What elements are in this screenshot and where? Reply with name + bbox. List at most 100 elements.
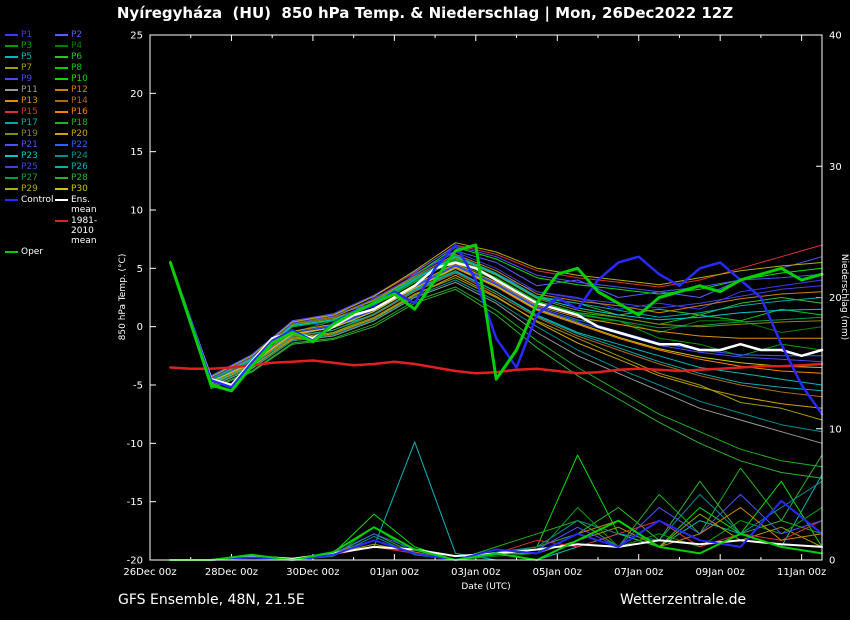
legend-item-p30: P30 — [55, 183, 119, 194]
y-tick-left-label: 10 — [130, 206, 143, 217]
x-tick-label: 30Dec 00z — [286, 567, 339, 578]
temp-line-P21 — [169, 245, 823, 377]
x-tick-label: 28Dec 00z — [205, 567, 258, 578]
x-tick-label: 03Jan 00z — [451, 567, 500, 578]
y-tick-right-label: 10 — [829, 424, 842, 435]
legend-item-p23: P23 — [5, 150, 55, 161]
legend-color-dash — [55, 220, 68, 222]
legend-color-dash — [55, 199, 68, 201]
legend-label: Control — [21, 195, 54, 205]
legend-item-p17: P17 — [5, 117, 55, 128]
temp-line-Control — [169, 243, 824, 416]
legend-item-p8: P8 — [55, 62, 119, 73]
legend-row: Oper — [5, 246, 119, 257]
temp-line-P25 — [169, 251, 823, 379]
legend-label: P18 — [71, 118, 88, 128]
precip-line-Oper — [169, 519, 823, 561]
legend-label: P5 — [21, 52, 33, 62]
axis-ticks: 26Dec 00z 28Dec 00z 30Dec 00z 01Jan 00z 03Ja… — [123, 31, 841, 579]
legend-item-p15: P15 — [5, 106, 55, 117]
legend-label: P26 — [71, 162, 88, 172]
legend-item-p21: P21 — [5, 139, 55, 150]
legend-item-p19: P19 — [5, 128, 55, 139]
legend-label: P22 — [71, 140, 88, 150]
legend-label: P27 — [21, 173, 38, 183]
legend-item-1981-2010-mean: 1981-2010 mean — [55, 215, 119, 246]
temp-line-P26 — [169, 260, 823, 392]
legend-item-p9: P9 — [5, 73, 55, 84]
legend-item-p10: P10 — [55, 73, 119, 84]
legend-color-dash — [5, 45, 18, 47]
legend-row: 1981-2010 mean — [5, 215, 119, 246]
legend-item-oper: Oper — [5, 246, 55, 257]
temp-line-P14 — [169, 262, 823, 398]
legend-color-dash — [5, 144, 18, 146]
legend-item-p2: P2 — [55, 29, 119, 40]
temp-line-P24 — [169, 262, 823, 433]
legend-color-dash — [55, 67, 68, 69]
legend-item-p28: P28 — [55, 172, 119, 183]
y-tick-left-label: -20 — [127, 556, 143, 567]
legend-row: P23 P24 — [5, 150, 119, 161]
legend-label: P12 — [71, 85, 88, 95]
legend-color-dash — [5, 111, 18, 113]
legend-row: P1 P2 — [5, 29, 119, 40]
legend-color-dash — [55, 177, 68, 179]
legend-label: P24 — [71, 151, 88, 161]
legend-item-p27: P27 — [5, 172, 55, 183]
legend: P1 P2 P3 P4 P5 P6 P7 P8 P9 P10 P11 P12 P13 P14 P15 P16 P… — [5, 29, 119, 257]
legend-item-p18: P18 — [55, 117, 119, 128]
legend-color-dash — [55, 155, 68, 157]
ensemble-member-lines — [169, 242, 823, 479]
x-tick-label: 26Dec 00z — [123, 567, 176, 578]
legend-row: P21 P22 — [5, 139, 119, 150]
x-tick-label: 11Jan 00z — [777, 567, 826, 578]
legend-item-p20: P20 — [55, 128, 119, 139]
x-tick-label: 01Jan 00z — [370, 567, 419, 578]
legend-item-p26: P26 — [55, 161, 119, 172]
legend-label: P14 — [71, 96, 88, 106]
axis-labels: 850 hPa Temp. (°C) Niederschlag (mm) Dat… — [118, 254, 849, 592]
legend-label: P25 — [21, 162, 38, 172]
precip-line-P18 — [169, 467, 823, 561]
legend-row: P9 P10 — [5, 73, 119, 84]
legend-item-p16: P16 — [55, 106, 119, 117]
legend-item-p12: P12 — [55, 84, 119, 95]
legend-color-dash — [55, 144, 68, 146]
x-tick-label: 07Jan 00z — [614, 567, 663, 578]
legend-label: P7 — [21, 63, 33, 73]
legend-label: P11 — [21, 85, 38, 95]
legend-color-dash — [55, 166, 68, 168]
temp-line-P16 — [169, 263, 823, 382]
legend-label: P28 — [71, 173, 88, 183]
y-tick-left-label: 20 — [130, 89, 143, 100]
legend-item-p13: P13 — [5, 95, 55, 106]
legend-color-dash — [55, 133, 68, 135]
legend-label: P30 — [71, 184, 88, 194]
legend-color-dash — [5, 188, 18, 190]
legend-color-dash — [5, 56, 18, 58]
legend-item-p29: P29 — [5, 183, 55, 194]
legend-row: P17 P18 — [5, 117, 119, 128]
legend-label: P15 — [21, 107, 38, 117]
legend-row: P29 P30 — [5, 183, 119, 194]
legend-color-dash — [5, 199, 18, 201]
y-axis-right-label: Niederschlag (mm) — [839, 254, 849, 340]
legend-label: P9 — [21, 74, 33, 84]
legend-label: Oper — [21, 247, 44, 257]
legend-color-dash — [55, 56, 68, 58]
legend-color-dash — [55, 45, 68, 47]
source-text: Wetterzentrale.de — [620, 592, 747, 608]
legend-item-p3: P3 — [5, 40, 55, 51]
key-series-lines — [168, 243, 824, 416]
y-tick-left-label: 0 — [137, 322, 143, 333]
x-tick-label: 09Jan 00z — [696, 567, 745, 578]
legend-label: P17 — [21, 118, 38, 128]
legend-label: P19 — [21, 129, 38, 139]
legend-item-p1: P1 — [5, 29, 55, 40]
legend-color-dash — [5, 100, 18, 102]
legend-row: P7 P8 — [5, 62, 119, 73]
legend-label: P8 — [71, 63, 83, 73]
temp-line-P30 — [169, 260, 823, 382]
